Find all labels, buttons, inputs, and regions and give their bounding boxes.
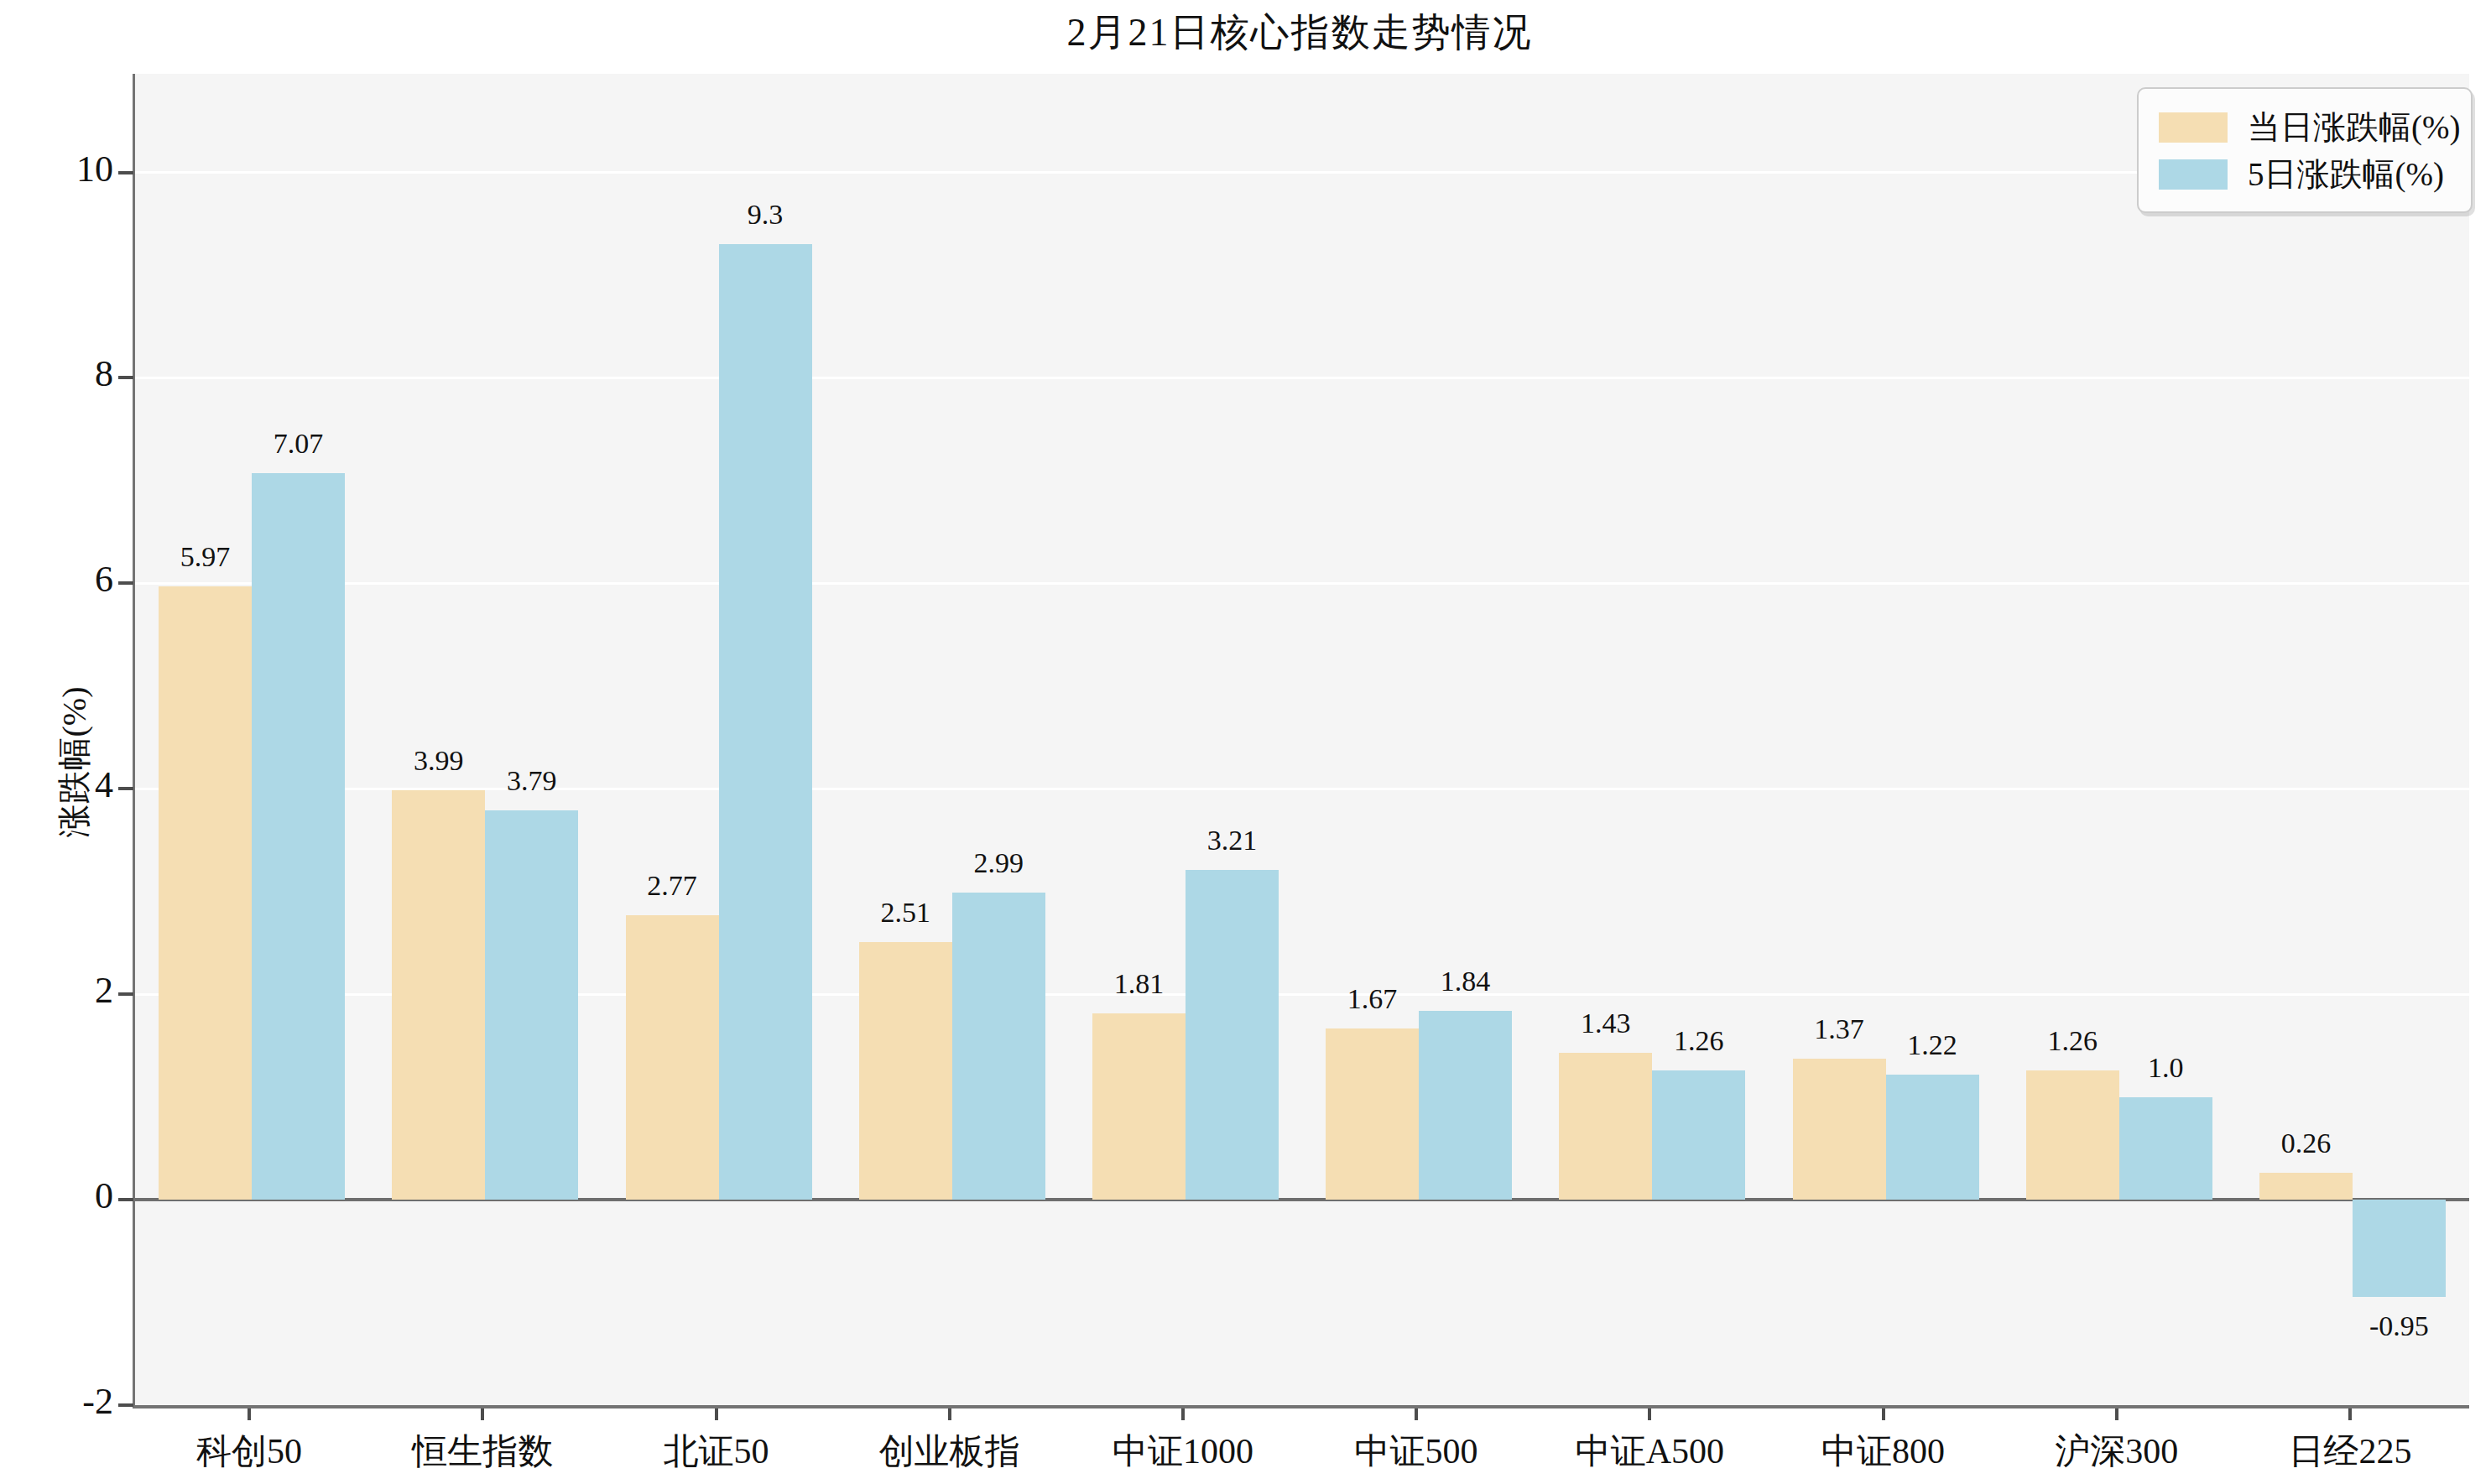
bar-5day xyxy=(719,244,812,1200)
gridline xyxy=(135,171,2469,174)
legend: 当日涨跌幅(%) 5日涨跌幅(%) xyxy=(2137,87,2473,213)
legend-swatch-daily xyxy=(2159,112,2228,143)
bar-daily xyxy=(859,942,952,1200)
bar-daily xyxy=(392,790,485,1200)
bar-value-label: -0.95 xyxy=(2323,1310,2474,1342)
x-tick-mark xyxy=(1415,1408,1418,1420)
y-tick-label: 4 xyxy=(0,763,113,806)
bar-value-label: 3.21 xyxy=(1156,825,1307,857)
bar-5day xyxy=(485,810,578,1200)
y-tick-mark xyxy=(118,787,133,790)
bar-daily xyxy=(1326,1028,1419,1200)
bar-value-label: 1.84 xyxy=(1390,966,1541,997)
x-tick-mark xyxy=(1648,1408,1651,1420)
bar-value-label: 1.26 xyxy=(1623,1025,1774,1057)
bar-5day xyxy=(1419,1011,1512,1200)
bar-daily xyxy=(2259,1173,2353,1200)
y-tick-label: 10 xyxy=(0,148,113,190)
bar-value-label: 2.99 xyxy=(923,847,1074,879)
bar-5day xyxy=(1652,1070,1745,1200)
bar-daily xyxy=(159,586,252,1200)
bar-5day xyxy=(952,893,1045,1200)
legend-item-daily: 当日涨跌幅(%) xyxy=(2159,104,2451,151)
bar-daily xyxy=(1092,1013,1186,1200)
x-tick-mark xyxy=(948,1408,951,1420)
bar-5day xyxy=(252,473,345,1200)
y-tick-mark xyxy=(118,171,133,174)
x-tick-mark xyxy=(1181,1408,1185,1420)
x-tick-mark xyxy=(2348,1408,2352,1420)
bar-5day xyxy=(1186,870,1279,1200)
y-tick-mark xyxy=(118,992,133,996)
legend-label-daily: 当日涨跌幅(%) xyxy=(2248,105,2460,150)
bar-value-label: 9.3 xyxy=(690,199,841,231)
legend-item-5day: 5日涨跌幅(%) xyxy=(2159,151,2451,198)
y-tick-mark xyxy=(118,581,133,585)
y-tick-label: 2 xyxy=(0,969,113,1012)
y-axis-title: 涨跌幅(%) xyxy=(51,637,97,888)
bar-value-label: 1.22 xyxy=(1857,1029,2008,1061)
x-category-label: 日经225 xyxy=(2182,1428,2491,1475)
bar-5day xyxy=(2353,1200,2446,1297)
figure: 2月21日核心指数走势情况 涨跌幅(%) 5.977.073.993.792.7… xyxy=(0,0,2491,1484)
legend-label-5day: 5日涨跌幅(%) xyxy=(2248,152,2444,197)
y-tick-label: 8 xyxy=(0,352,113,395)
y-tick-label: 0 xyxy=(0,1174,113,1217)
bar-5day xyxy=(1886,1075,1979,1200)
bar-daily xyxy=(2026,1070,2119,1200)
y-tick-label: -2 xyxy=(0,1380,113,1423)
bar-value-label: 3.79 xyxy=(456,765,607,797)
bar-5day xyxy=(2119,1097,2212,1200)
bar-daily xyxy=(1559,1053,1652,1200)
x-tick-mark xyxy=(481,1408,484,1420)
bar-value-label: 0.26 xyxy=(2230,1127,2381,1159)
bar-daily xyxy=(1793,1059,1886,1200)
chart-title: 2月21日核心指数走势情况 xyxy=(133,7,2467,59)
y-tick-mark xyxy=(118,376,133,379)
bar-value-label: 1.0 xyxy=(2090,1052,2241,1084)
y-tick-mark xyxy=(118,1198,133,1201)
x-tick-mark xyxy=(248,1408,251,1420)
gridline xyxy=(135,582,2469,585)
legend-swatch-5day xyxy=(2159,159,2228,190)
y-tick-mark xyxy=(118,1403,133,1407)
y-tick-label: 6 xyxy=(0,558,113,601)
x-tick-mark xyxy=(2115,1408,2118,1420)
x-tick-mark xyxy=(715,1408,718,1420)
x-tick-mark xyxy=(1882,1408,1885,1420)
plot-area: 5.977.073.993.792.779.32.512.991.813.211… xyxy=(133,74,2469,1408)
bar-daily xyxy=(626,915,719,1200)
gridline xyxy=(135,377,2469,379)
bar-value-label: 7.07 xyxy=(223,428,374,460)
